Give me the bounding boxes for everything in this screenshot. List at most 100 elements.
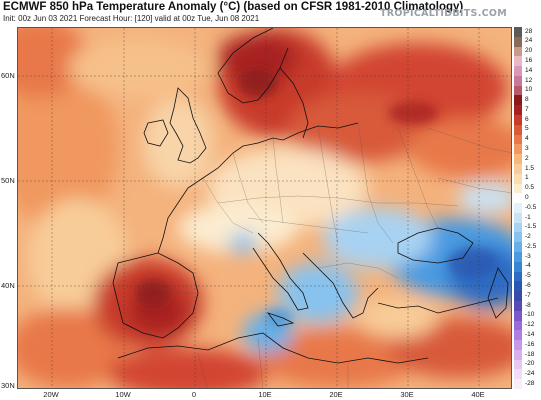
colorbar-label: -7 <box>525 291 531 299</box>
colorbar-label: -20 <box>525 360 535 368</box>
colorbar-level: 0.5 <box>514 183 541 194</box>
colorbar-label: 2 <box>525 154 529 162</box>
colorbar-level: -1 <box>514 212 541 223</box>
colorbar-swatch <box>514 359 522 370</box>
colorbar-label: -16 <box>525 340 535 348</box>
graticule <box>18 28 511 388</box>
colorbar-label: 24 <box>525 37 533 45</box>
anomaly-field <box>18 28 511 388</box>
colorbar-swatch <box>514 281 522 292</box>
coast-iberia <box>112 252 199 339</box>
colorbar-swatch <box>514 154 522 164</box>
colorbar-label: -0.5 <box>525 203 537 211</box>
colorbar-level: -12 <box>514 320 541 331</box>
lon-label-20e: 20E <box>329 390 343 399</box>
colorbar-swatch <box>514 46 522 57</box>
colorbar-swatch <box>514 212 522 223</box>
colorbar-level: -14 <box>514 330 541 341</box>
colorbar-label: -8 <box>525 301 531 309</box>
coast-italy <box>252 232 309 311</box>
colorbar-level: 1.5 <box>514 163 541 174</box>
colorbar-label: -3 <box>525 252 531 260</box>
colorbar-level: -10 <box>514 310 541 321</box>
colorbar-level: -18 <box>514 349 541 360</box>
longitude-axis: 20W 10W 0 10E 20E 30E 40E <box>17 389 512 400</box>
colorbar-level: -0.5 <box>514 203 541 213</box>
lon-label-10w: 10W <box>115 390 131 399</box>
colorbar-level: 10 <box>514 85 541 96</box>
lat-label-60n: 60N <box>1 71 15 80</box>
colorbar-swatch <box>514 340 522 350</box>
colorbar-label: 10 <box>525 86 533 94</box>
coast-anatolia <box>377 297 499 314</box>
lat-label-30n: 30N <box>1 381 15 390</box>
colorbar-level: 7 <box>514 105 541 116</box>
colorbar-level: -24 <box>514 369 541 380</box>
colorbar-label: 16 <box>525 56 533 64</box>
colorbar-swatch <box>514 193 522 204</box>
colorbar-label: 14 <box>525 66 533 74</box>
colorbar-swatch <box>514 291 522 301</box>
colorbar-swatch <box>514 320 522 331</box>
colorbar-label: -2 <box>525 233 531 241</box>
colorbar-swatch <box>514 85 522 96</box>
lat-label-40n: 40N <box>1 281 15 290</box>
colorbar-level: -3 <box>514 252 541 262</box>
run-info: Init: 00z Jun 03 2021 Forecast Hour: [12… <box>3 14 260 23</box>
colorbar-swatch <box>514 27 522 37</box>
colorbar-swatch <box>514 300 522 311</box>
colorbar-level: 16 <box>514 56 541 67</box>
colorbar-swatch <box>514 330 522 341</box>
colorbar-level: 3 <box>514 144 541 155</box>
colorbar-label: -5 <box>525 272 531 280</box>
lon-label-0: 0 <box>191 390 197 399</box>
coastlines <box>112 28 509 364</box>
colorbar-swatch <box>514 379 522 389</box>
colorbar-swatch <box>514 222 522 233</box>
colorbar-swatch <box>514 124 522 135</box>
colorbar-swatch <box>514 163 522 174</box>
colorbar-swatch <box>514 134 522 145</box>
colorbar-swatch <box>514 261 522 272</box>
colorbar-label: 7 <box>525 105 529 113</box>
colorbar-label: 20 <box>525 47 533 55</box>
header: ECMWF 850 hPa Temperature Anomaly (°C) (… <box>0 0 541 26</box>
lon-label-40e: 40E <box>471 390 485 399</box>
lon-label-20w: 20W <box>43 390 59 399</box>
colorbar-label: -6 <box>525 282 531 290</box>
colorbar-legend: 28 24 20 16 14 12 10 8 7 6 5 4 3 2 1.5 1 0.5 0 -0.5 -1 -1.5 -… <box>514 27 541 389</box>
colorbar-swatch <box>514 183 522 194</box>
colorbar-level: -2.5 <box>514 242 541 253</box>
coast-scandinavia <box>217 28 309 139</box>
colorbar-swatch <box>514 203 522 213</box>
chart-title: ECMWF 850 hPa Temperature Anomaly (°C) (… <box>3 1 464 13</box>
colorbar-swatch <box>514 75 522 86</box>
colorbar-label: 1 <box>525 174 529 182</box>
coast-north-africa <box>117 332 429 364</box>
colorbar-level: -1.5 <box>514 222 541 233</box>
colorbar-swatch <box>514 242 522 253</box>
colorbar-label: -28 <box>525 379 535 387</box>
colorbar-swatch <box>514 349 522 360</box>
map-canvas <box>18 28 511 388</box>
colorbar-swatch <box>514 369 522 380</box>
colorbar-level: 5 <box>514 124 541 135</box>
colorbar-label: -10 <box>525 311 535 319</box>
coast-biscay <box>157 187 189 254</box>
colorbar-swatch <box>514 95 522 106</box>
colorbar-swatch <box>514 252 522 262</box>
colorbar-swatch <box>514 36 522 47</box>
colorbar-level: 12 <box>514 75 541 86</box>
colorbar-level: -28 <box>514 379 541 389</box>
coast-caspian <box>487 267 509 319</box>
colorbar-label: -12 <box>525 321 535 329</box>
coast-black-sea <box>397 227 474 264</box>
colorbar-level: 20 <box>514 46 541 57</box>
anomaly-map[interactable] <box>17 27 512 389</box>
lat-label-50n: 50N <box>1 176 15 185</box>
colorbar-label: 5 <box>525 125 529 133</box>
colorbar-label: -4 <box>525 262 531 270</box>
lon-label-10e: 10E <box>258 390 272 399</box>
colorbar-label: -2.5 <box>525 242 537 250</box>
site-logo[interactable]: TROPICALTIDBITS.COM <box>380 8 507 19</box>
